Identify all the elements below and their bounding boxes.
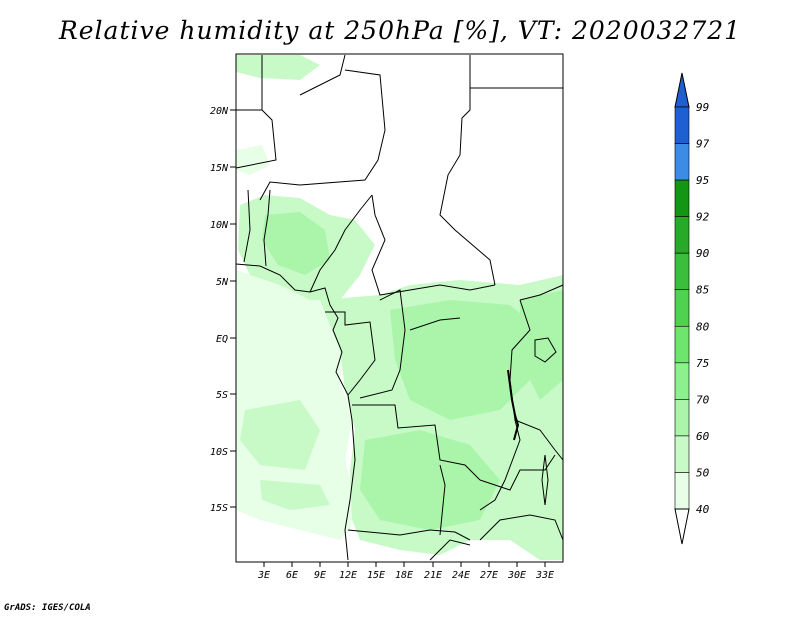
lat-tick-label: 20N bbox=[210, 106, 229, 117]
border-north-2 bbox=[235, 109, 277, 169]
colorbar-label: 80 bbox=[696, 320, 710, 333]
lon-tick-label: 30E bbox=[507, 570, 526, 581]
map-frame bbox=[235, 53, 564, 563]
humidity-region-east bbox=[520, 290, 563, 400]
colorbar-segment bbox=[674, 435, 690, 473]
border-congo-drc bbox=[359, 289, 406, 399]
colorbar-segment bbox=[674, 143, 690, 181]
colorbar-label: 92 bbox=[696, 211, 710, 224]
lon-tick-label: 18E bbox=[395, 570, 413, 581]
colorbar-segment bbox=[674, 362, 690, 400]
border-south bbox=[429, 539, 471, 561]
colorbar-top-arrow bbox=[674, 72, 690, 108]
lat-tick-label: 15N bbox=[210, 163, 229, 174]
lon-tick-label: 33E bbox=[535, 570, 554, 581]
border-niger-chad bbox=[259, 69, 386, 201]
border-niger bbox=[299, 54, 346, 96]
border-angola-east bbox=[439, 464, 446, 536]
lake-victoria bbox=[534, 337, 557, 363]
coastline-gulf-of-guinea bbox=[235, 263, 356, 561]
colorbar-segment bbox=[674, 325, 690, 364]
lon-tick-label: 6E bbox=[286, 570, 298, 581]
colorbar-label: 90 bbox=[696, 247, 710, 260]
colorbar-segment bbox=[674, 106, 690, 144]
lon-tick-label: 27E bbox=[480, 570, 498, 581]
colorbar: 99 97 95 92 90 85 80 75 70 60 50 40 bbox=[674, 72, 710, 545]
map-title: Relative humidity at 250hPa [%], VT: 202… bbox=[58, 16, 742, 45]
border-nigeria-cameroon bbox=[309, 194, 373, 293]
border-southeast bbox=[479, 514, 564, 541]
lat-tick-label: EQ bbox=[216, 334, 228, 345]
border-east-africa bbox=[519, 284, 564, 301]
lat-tick-label: 5S bbox=[216, 390, 228, 401]
border-tanzania bbox=[514, 419, 564, 461]
border-zambia bbox=[479, 454, 556, 491]
colorbar-segment bbox=[674, 289, 690, 327]
humidity-region-atlantic-patch2 bbox=[260, 480, 330, 510]
lon-tick-label: 12E bbox=[339, 570, 357, 581]
lon-tick-label: 21E bbox=[424, 570, 442, 581]
colorbar-label: 75 bbox=[696, 357, 709, 370]
colorbar-bottom-arrow bbox=[674, 508, 690, 545]
longitude-axis: 3E 6E 9E 12E 15E 18E 21E 24E 27E 30E 33E bbox=[257, 562, 554, 581]
colorbar-label: 85 bbox=[696, 284, 709, 297]
humidity-field bbox=[236, 55, 563, 560]
border-nigeria-west bbox=[263, 189, 271, 267]
country-boundaries bbox=[235, 54, 564, 561]
grads-credit: GrADS: IGES/COLA bbox=[4, 603, 91, 613]
colorbar-label: 70 bbox=[696, 393, 710, 406]
border-ghana bbox=[243, 189, 251, 263]
latitude-axis: 20N 15N 10N 5N EQ 5S 10S 15S bbox=[210, 106, 236, 514]
colorbar-label: 97 bbox=[696, 138, 710, 151]
humidity-region-angola bbox=[360, 430, 500, 530]
lon-tick-label: 24E bbox=[452, 570, 470, 581]
humidity-region-north-strip2 bbox=[236, 145, 270, 175]
lat-tick-label: 10N bbox=[210, 220, 229, 231]
colorbar-segment bbox=[674, 472, 690, 510]
colorbar-label: 50 bbox=[696, 466, 710, 479]
border-gabon-congo bbox=[325, 311, 376, 396]
lat-tick-label: 5N bbox=[216, 277, 229, 288]
colorbar-label: 95 bbox=[696, 174, 709, 187]
colorbar-segment bbox=[674, 216, 690, 254]
river-congo bbox=[409, 317, 461, 331]
humidity-region-north-strip bbox=[236, 55, 320, 80]
lat-tick-label: 15S bbox=[210, 503, 228, 514]
humidity-region-atlantic-patch bbox=[240, 400, 320, 470]
lake-tanganyika bbox=[507, 369, 520, 441]
lake-malawi bbox=[541, 454, 549, 506]
colorbar-segment bbox=[674, 399, 690, 437]
border-libya-sudan bbox=[439, 55, 496, 286]
colorbar-label: 40 bbox=[696, 503, 710, 516]
humidity-region-congo-core bbox=[390, 300, 540, 420]
colorbar-label: 60 bbox=[696, 430, 710, 443]
border-chad-car bbox=[371, 194, 496, 296]
lon-tick-label: 3E bbox=[257, 570, 270, 581]
colorbar-segment bbox=[674, 252, 690, 291]
border-angola-south bbox=[347, 529, 471, 541]
colorbar-segment bbox=[674, 179, 690, 217]
lon-tick-label: 15E bbox=[367, 570, 385, 581]
lat-tick-label: 10S bbox=[210, 447, 228, 458]
lon-tick-label: 9E bbox=[314, 570, 326, 581]
humidity-region-nigeria-core bbox=[262, 212, 330, 275]
border-angola-north bbox=[352, 404, 481, 481]
colorbar-label: 99 bbox=[696, 101, 709, 114]
